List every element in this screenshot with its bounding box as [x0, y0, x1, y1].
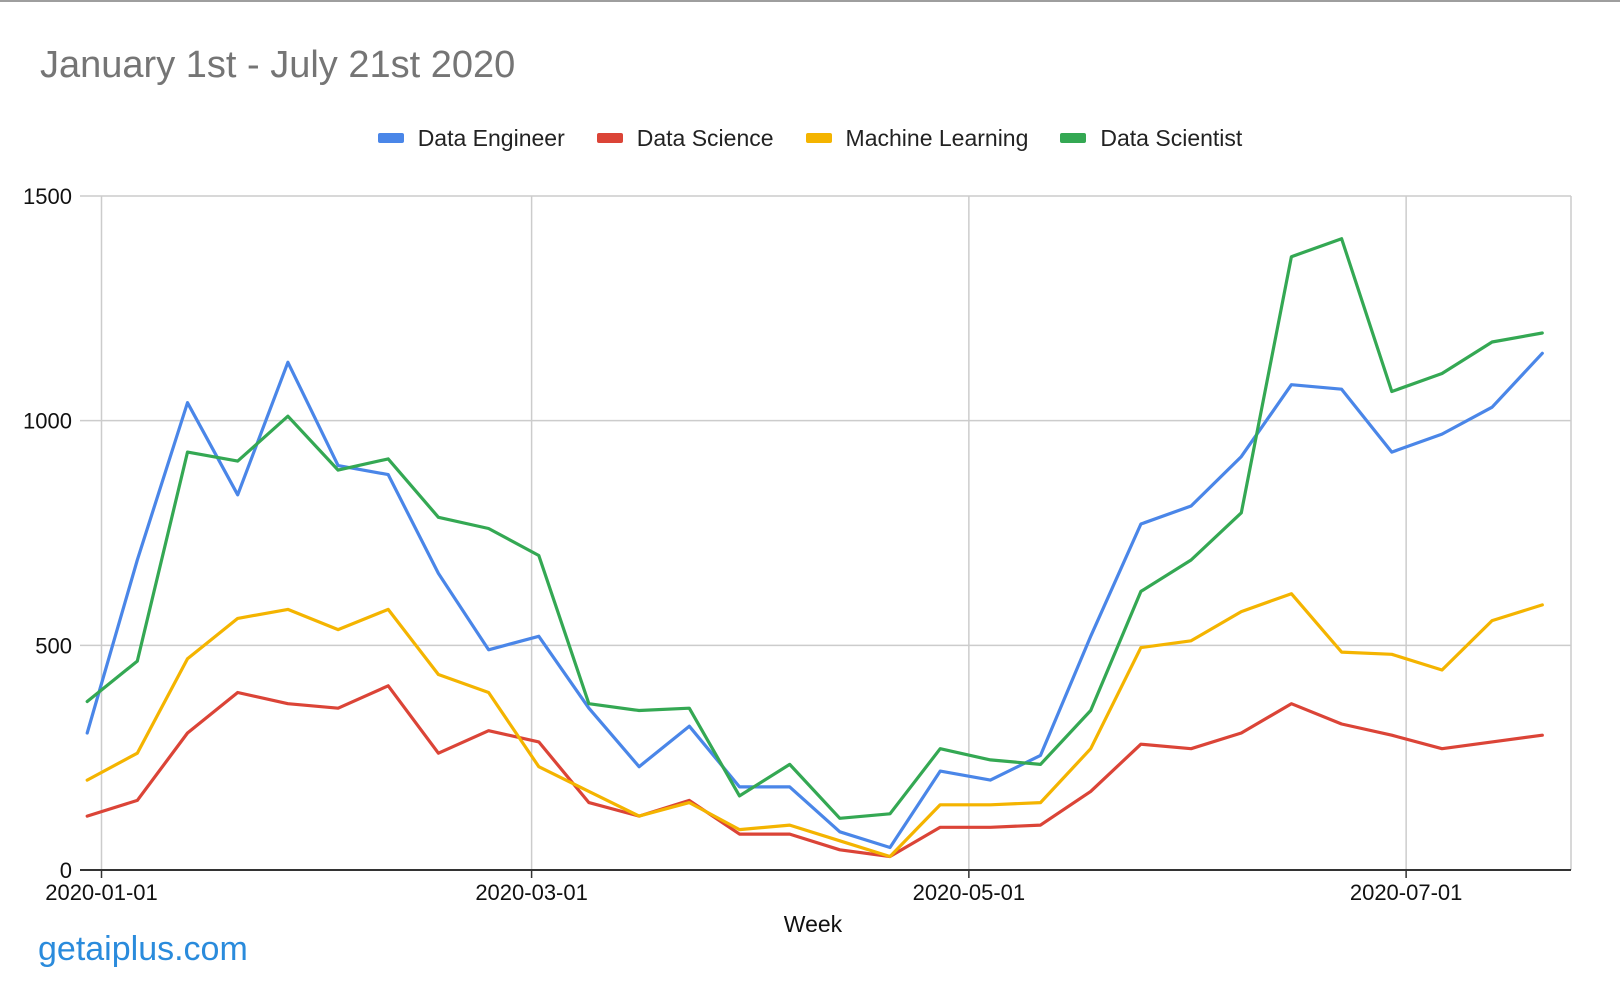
legend-swatch — [805, 133, 832, 143]
y-tick-label: 500 — [35, 633, 72, 658]
legend-label: Data Scientist — [1100, 124, 1243, 151]
series-line-data-science[interactable] — [85, 684, 1544, 859]
x-tick-label: 2020-05-01 — [913, 880, 1026, 905]
series-line-data-engineer[interactable] — [85, 351, 1544, 850]
series-lines — [85, 237, 1544, 859]
watermark-link[interactable]: getaiplus.com — [38, 930, 248, 968]
y-tick-label: 1500 — [23, 184, 72, 209]
chart-title: January 1st - July 21st 2020 — [40, 44, 516, 86]
legend-label: Data Science — [636, 124, 774, 151]
legend-label: Machine Learning — [845, 124, 1029, 151]
top-border — [0, 0, 1620, 2]
y-axis-ticks: 0 500 1000 1500 — [23, 184, 72, 883]
x-axis-ticks: 2020-01-01 2020-03-01 2020-05-01 2020-07-01 — [45, 870, 1462, 905]
x-tick-label: 2020-07-01 — [1350, 880, 1463, 905]
legend: Data Engineer Data Science Machine Learnin… — [0, 118, 1620, 158]
series-line-data-scientist[interactable] — [85, 237, 1544, 820]
legend-label: Data Engineer — [417, 124, 565, 151]
legend-item-data-engineer[interactable]: Data Engineer — [377, 124, 565, 152]
legend-swatch — [377, 133, 404, 143]
legend-item-data-scientist[interactable]: Data Scientist — [1060, 125, 1242, 152]
legend-item-data-science[interactable]: Data Science — [596, 124, 774, 152]
legend-swatch — [1060, 133, 1087, 143]
legend-swatch — [596, 133, 623, 143]
x-tick-label: 2020-03-01 — [475, 880, 588, 905]
x-axis-title: Week — [784, 911, 843, 937]
x-tick-label: 2020-01-01 — [45, 880, 158, 905]
y-tick-label: 1000 — [23, 409, 72, 434]
y-tick-label: 0 — [60, 858, 72, 883]
gridlines — [80, 195, 1572, 870]
legend-item-machine-learning[interactable]: Machine Learning — [805, 124, 1029, 152]
series-line-machine-learning[interactable] — [85, 592, 1544, 859]
